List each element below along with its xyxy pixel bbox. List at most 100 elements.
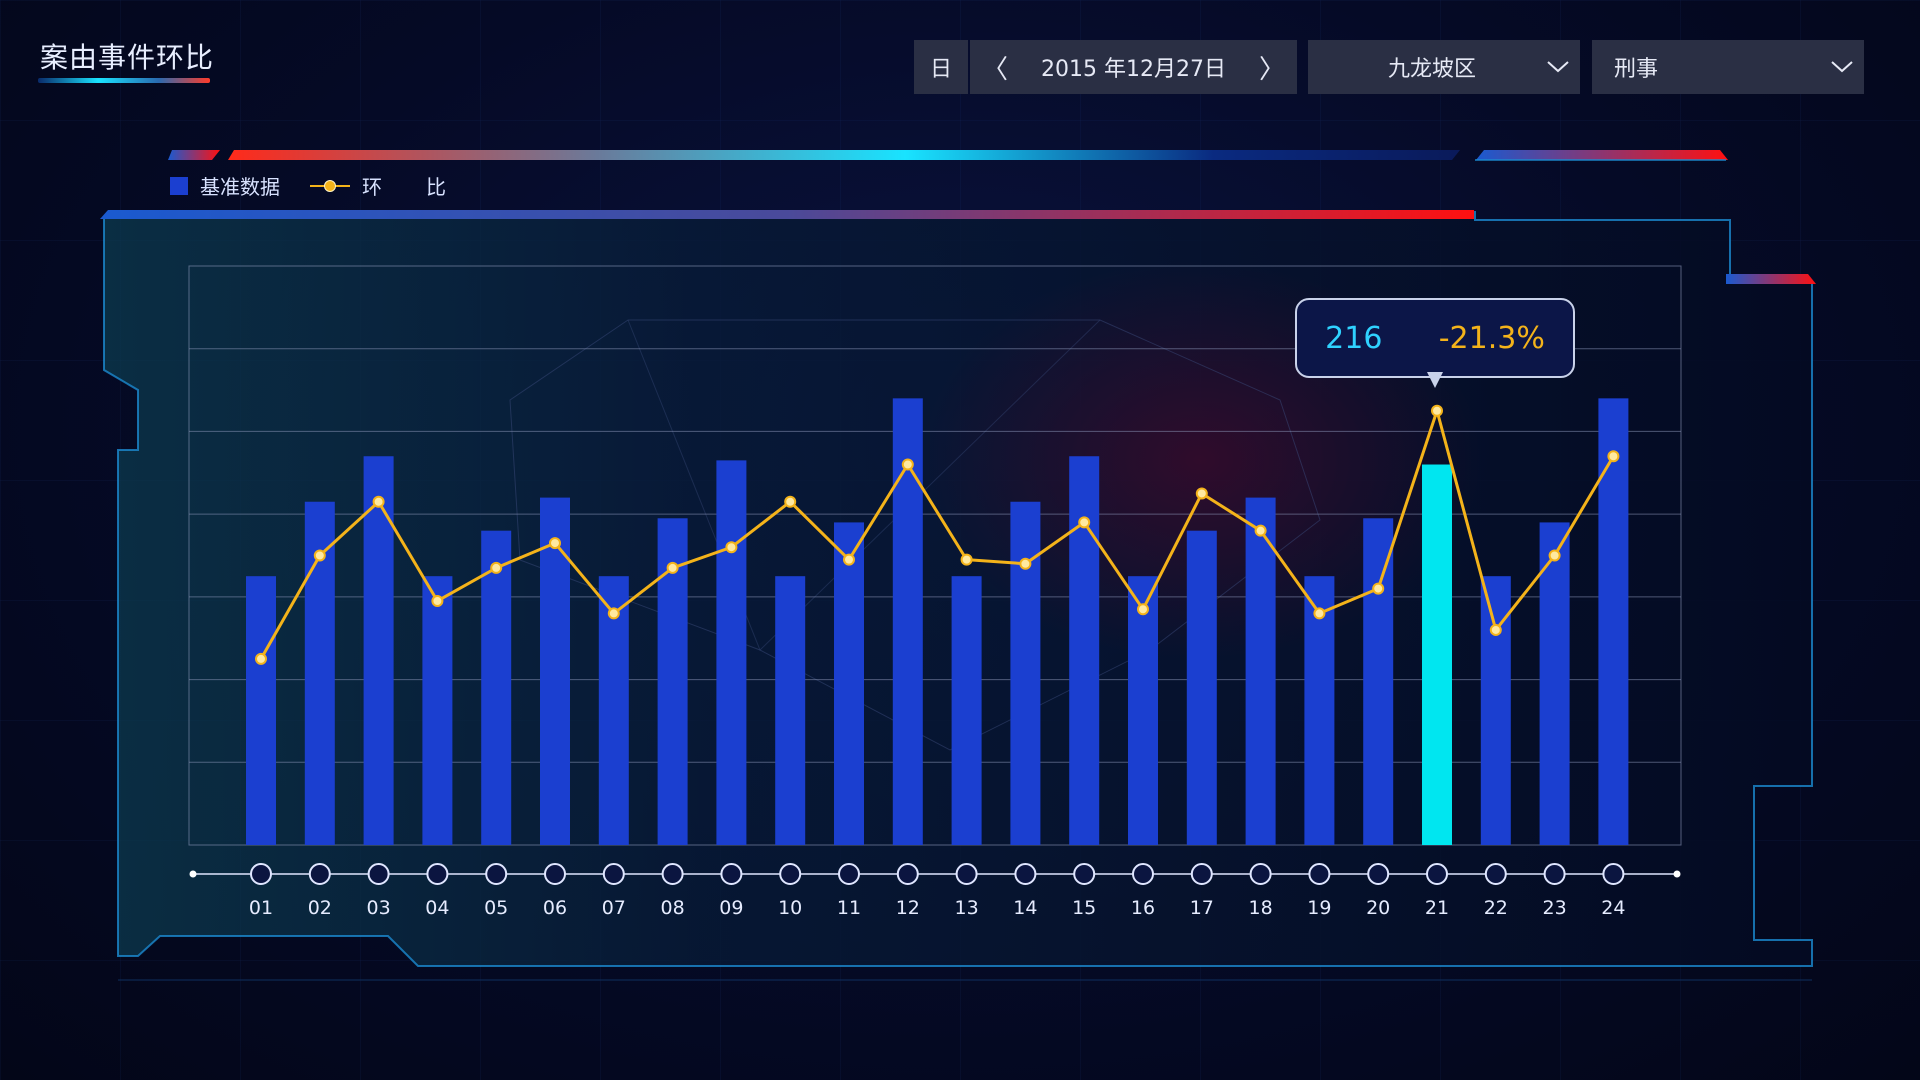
- page-title: 案由事件环比: [40, 41, 215, 74]
- line-point-14: [1019, 557, 1032, 570]
- tooltip-value: 216: [1325, 320, 1383, 356]
- axis-node-12: [896, 863, 919, 885]
- x-tick-label: 10: [778, 897, 802, 919]
- bar-22: [1480, 576, 1511, 845]
- x-tick-label: 02: [308, 897, 332, 919]
- next-date-button[interactable]: 〉: [1258, 54, 1285, 85]
- line-point-12: [901, 458, 914, 471]
- tooltip-pointer: [1427, 372, 1443, 388]
- period-selector[interactable]: 日: [914, 40, 968, 94]
- bar-11: [834, 522, 864, 845]
- bar-15: [1069, 456, 1100, 845]
- axis-node-16: [1132, 863, 1154, 885]
- line-point-20: [1372, 582, 1385, 595]
- legend-line-swatch: [310, 176, 350, 196]
- line-point-13: [960, 553, 973, 566]
- axis-node-19: [1308, 863, 1331, 885]
- bar-14: [1010, 501, 1041, 845]
- line-point-19: [1313, 607, 1326, 620]
- chevron-down-icon: [1536, 61, 1580, 73]
- line-point-04: [431, 594, 444, 607]
- line-point-18: [1254, 524, 1267, 537]
- line-point-08: [666, 561, 679, 574]
- line-point-06: [549, 537, 561, 550]
- chevron-down-icon: [1820, 61, 1864, 73]
- axis-node-01: [250, 863, 272, 885]
- axis-node-17: [1190, 863, 1213, 885]
- line-point-10: [784, 495, 797, 508]
- axis-node-10: [779, 863, 802, 885]
- bar-17: [1186, 530, 1217, 845]
- axis-end-dot: [1673, 870, 1681, 878]
- chart-legend: 基准数据 环比: [170, 171, 490, 200]
- bar-09: [716, 460, 747, 845]
- bar-03: [363, 456, 394, 845]
- line-point-07: [607, 607, 620, 620]
- case-type-select[interactable]: 刑事: [1592, 40, 1864, 94]
- x-tick-label: 21: [1425, 897, 1449, 919]
- title-underline: [38, 78, 210, 83]
- x-tick-label: 09: [719, 897, 743, 919]
- axis-node-18: [1249, 863, 1272, 885]
- line-point-01: [255, 652, 267, 665]
- bar-05: [481, 530, 512, 845]
- axis-node-07: [602, 863, 625, 885]
- legend-bar-swatch: [170, 176, 188, 195]
- x-tick-label: 16: [1131, 897, 1155, 919]
- x-tick-label: 08: [661, 897, 685, 919]
- bar-13: [951, 576, 982, 845]
- legend-bar-label: 基准数据: [200, 175, 280, 199]
- axis-node-15: [1073, 863, 1096, 885]
- x-tick-label: 12: [896, 897, 920, 919]
- prev-date-button[interactable]: 〈: [981, 54, 1008, 85]
- bar-19: [1304, 576, 1335, 845]
- line-point-22: [1489, 623, 1502, 636]
- bar-07: [598, 576, 629, 845]
- axis-node-14: [1014, 863, 1037, 885]
- axis-node-23: [1543, 863, 1566, 885]
- line-point-16: [1137, 603, 1149, 616]
- x-tick-label: 24: [1601, 897, 1625, 919]
- x-tick-label: 11: [837, 897, 861, 919]
- bar-06: [540, 497, 570, 845]
- bar-21: [1422, 464, 1452, 845]
- bar-01: [246, 576, 276, 845]
- date-value[interactable]: 2015 年12月27日: [1041, 57, 1226, 82]
- x-tick-label: 14: [1013, 897, 1037, 919]
- x-tick-label: 23: [1543, 897, 1567, 919]
- bar-20: [1363, 518, 1394, 845]
- date-picker: 〈 2015 年12月27日 〉: [970, 40, 1297, 94]
- line-point-23: [1548, 549, 1561, 562]
- tooltip-ratio: -21.3%: [1438, 320, 1545, 356]
- plot-border: [188, 265, 1682, 846]
- axis-node-02: [308, 863, 331, 885]
- line-point-02: [313, 549, 326, 562]
- line-point-15: [1078, 516, 1091, 529]
- axis-node-11: [838, 863, 860, 885]
- line-point-17: [1195, 487, 1208, 500]
- line-point-05: [490, 561, 503, 574]
- x-tick-label: 04: [425, 897, 449, 919]
- case-type-value: 刑事: [1614, 57, 1659, 82]
- x-tick-label: 18: [1249, 897, 1273, 919]
- x-tick-label: 05: [484, 897, 508, 919]
- region-select[interactable]: 九龙坡区: [1308, 40, 1580, 94]
- axis-node-08: [661, 863, 684, 885]
- axis-node-21: [1426, 863, 1448, 885]
- axis-end-dot: [189, 870, 197, 878]
- x-tick-label: 15: [1072, 897, 1096, 919]
- x-tick-label: 01: [249, 897, 273, 919]
- axis-node-22: [1484, 863, 1507, 885]
- axis-node-04: [426, 863, 449, 885]
- bar-04: [422, 576, 453, 845]
- axis-node-06: [544, 863, 566, 885]
- x-tick-label: 07: [602, 897, 626, 919]
- bar-18: [1245, 497, 1276, 845]
- x-tick-label: 13: [955, 897, 979, 919]
- axis-node-03: [367, 863, 390, 885]
- chart-tooltip: 216 -21.3%: [1295, 298, 1575, 378]
- bar-12: [892, 398, 923, 845]
- bar-10: [775, 576, 806, 845]
- bar-23: [1539, 522, 1570, 845]
